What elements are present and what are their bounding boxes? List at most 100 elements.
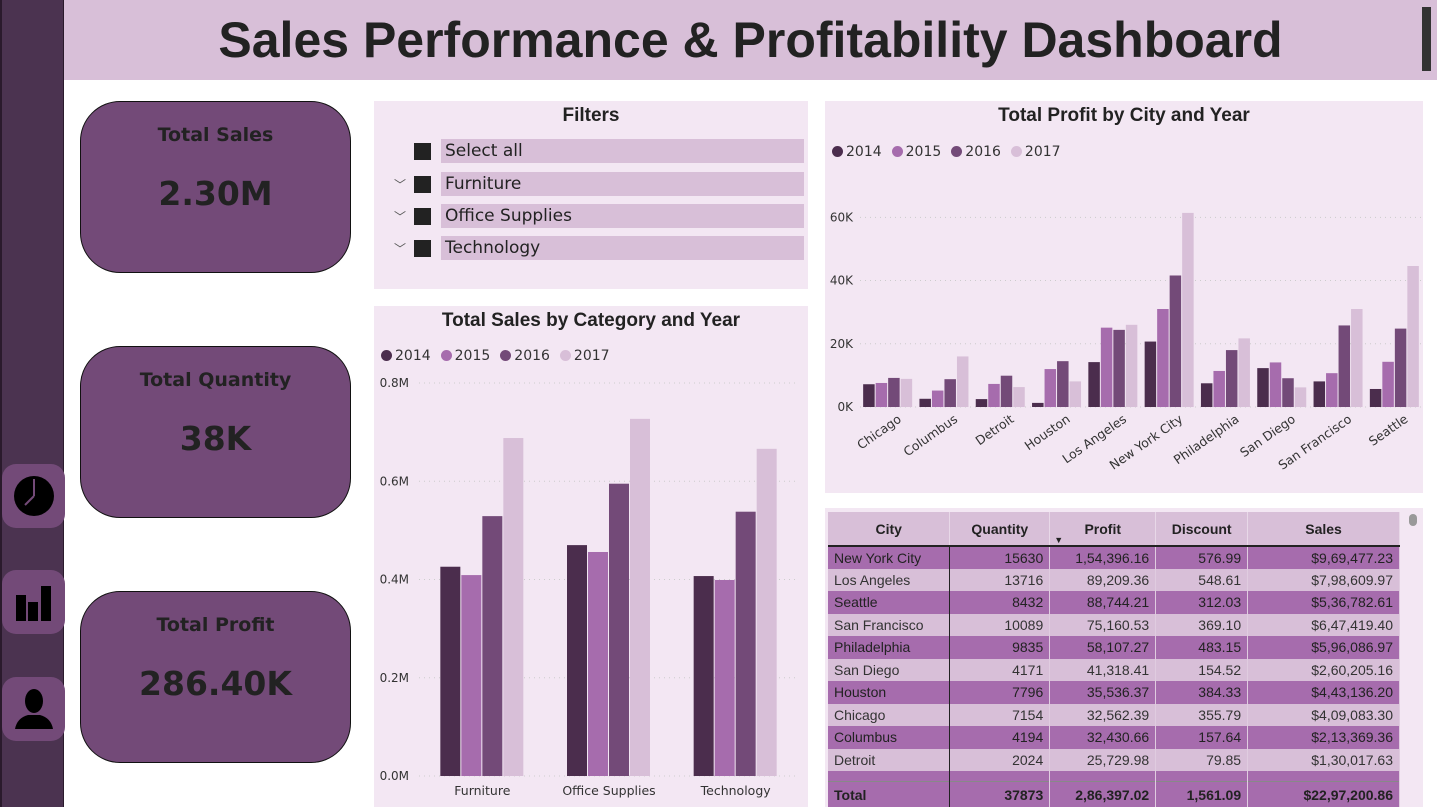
bar-2017[interactable] (1407, 266, 1419, 407)
sidebar-item-user[interactable] (2, 677, 65, 741)
table-row[interactable]: Seattle 8432 88,744.21 312.03 $5,36,782.61 (828, 591, 1400, 614)
chevron-down-icon[interactable]: ﹀ (394, 209, 407, 224)
checkbox[interactable] (414, 175, 431, 193)
bar-2016[interactable] (1225, 350, 1238, 407)
bar-2014[interactable] (1144, 341, 1157, 407)
table-row[interactable]: Columbus 4194 32,430.66 157.64 $2,13,369.36 (828, 726, 1400, 749)
bar-2015[interactable] (875, 382, 888, 407)
bar-2014[interactable] (1200, 383, 1213, 407)
bar-2015[interactable] (1157, 309, 1169, 407)
table-cell: 312.03 (1155, 591, 1249, 614)
legend-item-2016[interactable]: 2016 (951, 144, 1001, 160)
legend-item-2016[interactable]: 2016 (500, 348, 550, 364)
table-cell: San Diego (828, 658, 951, 681)
table-row[interactable]: Newark191620,711.7776.76$1,20,042.90 (828, 771, 1400, 782)
bar-2016[interactable] (1113, 329, 1125, 407)
checkbox[interactable] (414, 239, 431, 257)
legend-item-2017[interactable]: 2017 (559, 348, 610, 364)
bar-2014[interactable] (863, 384, 875, 407)
table-row[interactable]: San Diego 4171 41,318.41 154.52 $2,60,205.16 (828, 658, 1400, 681)
bar-2017[interactable] (756, 448, 777, 776)
bar-2015[interactable] (988, 383, 1000, 407)
bar-2015[interactable] (461, 575, 482, 776)
bar-2016[interactable] (735, 511, 756, 776)
bar-2016[interactable] (1394, 328, 1407, 407)
filter-label: Office Supplies (441, 204, 804, 228)
bar-2015[interactable] (1100, 327, 1113, 407)
checkbox[interactable] (414, 142, 431, 160)
bar-2015[interactable] (1326, 373, 1338, 407)
bar-2017[interactable] (956, 356, 969, 407)
legend-dot (381, 350, 392, 361)
bar-2017[interactable] (1238, 338, 1250, 407)
y-tick-label: 0.4M (380, 573, 409, 587)
bar-2017[interactable] (1182, 212, 1194, 407)
filter-office-supplies[interactable]: ﹀ Office Supplies (394, 204, 804, 228)
bar-2015[interactable] (1213, 370, 1225, 407)
bar-2015[interactable] (931, 390, 944, 407)
bar-2015[interactable] (1269, 362, 1282, 407)
bar-2015[interactable] (1044, 369, 1057, 407)
column-header-quantity[interactable]: Quantity (949, 512, 1051, 547)
bar-2014[interactable] (1032, 402, 1044, 407)
sidebar (0, 0, 65, 807)
bar-2017[interactable] (900, 378, 913, 407)
bar-2017[interactable] (1013, 387, 1025, 407)
bar-2016[interactable] (482, 516, 503, 776)
filter-furniture[interactable]: ﹀ Furniture (394, 172, 804, 196)
filter-select-all[interactable]: Select all (394, 139, 804, 163)
legend-item-2014[interactable]: 2014 (832, 144, 882, 160)
sidebar-item-time[interactable] (2, 464, 65, 528)
bar-2016[interactable] (609, 483, 629, 776)
bar-2015[interactable] (1382, 361, 1394, 407)
column-header-sales[interactable]: Sales (1247, 512, 1400, 547)
bar-2014[interactable] (1088, 362, 1100, 407)
bar-2016[interactable] (888, 377, 900, 407)
chevron-down-icon[interactable]: ﹀ (394, 241, 407, 256)
bar-2017[interactable] (1125, 324, 1138, 407)
bar-2016[interactable] (1057, 361, 1069, 407)
chevron-down-icon[interactable]: ﹀ (394, 177, 407, 192)
bar-2014[interactable] (693, 576, 714, 776)
legend-item-2015[interactable]: 2015 (891, 144, 941, 160)
legend-label: 2017 (1024, 144, 1061, 160)
table-row[interactable]: San Francisco 10089 75,160.53 369.10 $6,47,4… (828, 613, 1400, 636)
table-row[interactable]: Los Angeles 13716 89,209.36 548.61 $7,98,609… (828, 568, 1400, 591)
table-row[interactable]: Philadelphia 9835 58,107.27 483.15 $5,96,086… (828, 636, 1400, 659)
bar-2014[interactable] (975, 399, 988, 407)
bar-2016[interactable] (944, 379, 956, 407)
bar-2016[interactable] (1282, 378, 1294, 407)
column-label: Profit (1084, 520, 1121, 537)
column-header-discount[interactable]: Discount (1155, 512, 1249, 547)
column-header-profit[interactable]: Profit ▼ (1049, 512, 1157, 547)
legend-item-2017[interactable]: 2017 (1010, 144, 1061, 160)
column-header-city[interactable]: City (828, 512, 951, 547)
legend-item-2014[interactable]: 2014 (381, 348, 431, 364)
bar-2017[interactable] (1069, 381, 1082, 407)
table-row[interactable]: New York City 15630 1,54,396.16 576.99 $9,69… (828, 546, 1400, 569)
bar-2016[interactable] (1338, 325, 1351, 407)
bar-2014[interactable] (1257, 368, 1269, 407)
bar-2016[interactable] (1000, 375, 1013, 407)
bar-2016[interactable] (1169, 275, 1182, 407)
sidebar-item-charts[interactable] (2, 570, 65, 634)
table-row[interactable]: Houston 7796 35,536.37 384.33 $4,43,136.20 (828, 681, 1400, 704)
bar-2014[interactable] (919, 398, 931, 407)
bar-2014[interactable] (1313, 381, 1326, 407)
bar-2017[interactable] (630, 418, 650, 776)
table-row[interactable]: Chicago 7154 32,562.39 355.79 $4,09,083.30 (828, 703, 1400, 726)
checkbox[interactable] (414, 207, 431, 225)
bar-2015[interactable] (588, 551, 608, 776)
bar-2014[interactable] (567, 545, 587, 776)
bar-2017[interactable] (1294, 387, 1307, 407)
table-row[interactable]: Detroit 2024 25,729.98 79.85 $1,30,017.63 (828, 748, 1400, 771)
bar-2015[interactable] (714, 579, 735, 776)
bar-2017[interactable] (503, 438, 524, 776)
bar-2014[interactable] (440, 566, 461, 776)
filter-technology[interactable]: ﹀ Technology (394, 236, 804, 260)
bar-2017[interactable] (1351, 309, 1363, 407)
legend-item-2015[interactable]: 2015 (440, 348, 490, 364)
scrollbar-thumb[interactable] (1409, 514, 1417, 526)
bar-2014[interactable] (1369, 388, 1382, 407)
